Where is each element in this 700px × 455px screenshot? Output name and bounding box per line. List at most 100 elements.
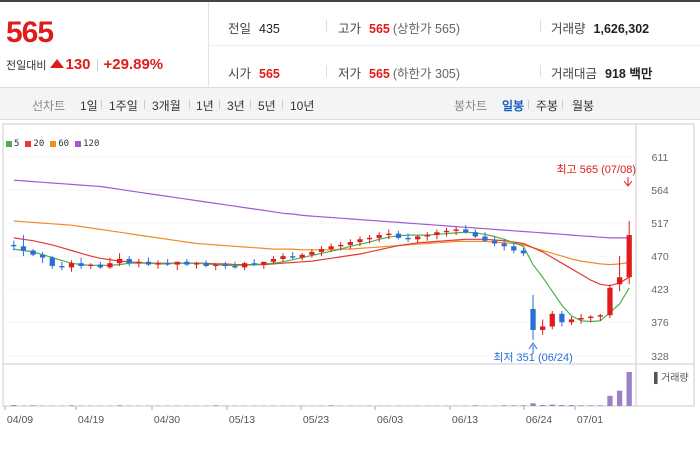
period-5y[interactable]: 5년	[258, 97, 276, 114]
candle-body	[530, 309, 535, 330]
candle-body	[550, 314, 555, 327]
candle-body	[223, 265, 228, 266]
candle-body	[232, 266, 237, 267]
volume-bar	[559, 405, 564, 406]
candle-body	[396, 234, 401, 238]
candle-body	[50, 258, 55, 266]
legend-label: 60	[58, 139, 69, 149]
volume-bar	[627, 372, 632, 406]
candle-body	[271, 259, 276, 262]
volume-bar	[117, 405, 122, 406]
candle-chart-label: 봉차트	[454, 97, 487, 114]
divider	[528, 100, 529, 109]
x-tick-label: 04/30	[154, 414, 180, 426]
volume-bar	[30, 405, 35, 406]
period-1w[interactable]: 1주일	[109, 97, 138, 114]
candle-body	[98, 265, 103, 268]
candle-body	[300, 255, 305, 258]
candle-body	[69, 263, 74, 267]
candle-body	[482, 236, 487, 240]
candle-body	[252, 263, 257, 264]
period-3m[interactable]: 3개월	[152, 97, 181, 114]
candle-weekly[interactable]: 주봉	[536, 97, 558, 114]
volume-bar	[598, 405, 603, 406]
candle-body	[155, 263, 160, 264]
candle-body	[578, 318, 583, 319]
candle-body	[348, 242, 353, 245]
period-1y[interactable]: 1년	[196, 97, 214, 114]
legend-swatch	[50, 141, 56, 147]
candle-body	[40, 255, 45, 258]
volume-bar	[550, 405, 555, 406]
period-1d[interactable]: 1일	[80, 97, 98, 114]
ma20-line	[14, 238, 629, 286]
volume-bar	[569, 405, 574, 406]
candle-body	[357, 239, 362, 242]
divider	[326, 20, 327, 32]
candle-body	[377, 235, 382, 238]
divider	[282, 100, 283, 109]
candle-body	[242, 263, 247, 267]
x-tick-label: 04/09	[7, 414, 33, 426]
candle-daily[interactable]: 일봉	[502, 97, 524, 114]
up-arrow-icon	[50, 59, 64, 68]
x-tick-label: 05/13	[229, 414, 255, 426]
volume-bar	[511, 405, 516, 406]
volume-legend-label: ▌거래량	[654, 371, 689, 385]
high-arrow-icon	[624, 177, 632, 186]
period-3y[interactable]: 3년	[227, 97, 245, 114]
volume-bar	[473, 405, 478, 406]
y-tick-label: 423	[651, 284, 669, 296]
candle-body	[78, 263, 83, 266]
current-price: 565	[6, 16, 53, 50]
high-value: 565	[369, 22, 390, 36]
volume-value: 1,626,302	[594, 22, 650, 36]
change-row: 전일대비 130 +29.89%	[6, 56, 163, 73]
period-10y[interactable]: 10년	[290, 97, 314, 114]
divider	[326, 65, 327, 77]
divider	[540, 20, 541, 32]
legend-label: 5	[14, 139, 19, 149]
legend-swatch	[6, 141, 12, 147]
low-label: 저가	[338, 67, 361, 81]
change-value: 130	[65, 56, 90, 73]
legend-label: 120	[83, 139, 99, 149]
candle-body	[617, 277, 622, 284]
volume-bar	[588, 405, 593, 406]
candle-body	[213, 265, 218, 266]
volume-bar	[521, 405, 526, 406]
candle-monthly[interactable]: 월봉	[572, 97, 594, 114]
candle-body	[175, 262, 180, 265]
candle-body	[569, 319, 574, 322]
candle-body	[425, 235, 430, 236]
price-box: 565 전일대비 130 +29.89%	[0, 2, 209, 88]
candle-body	[11, 245, 16, 246]
candle-body	[146, 262, 151, 265]
candle-body	[127, 259, 132, 263]
lower-limit: (하한가 305)	[393, 67, 460, 81]
change-percent: +29.89%	[104, 56, 164, 73]
y-tick-label: 376	[651, 317, 669, 329]
divider	[189, 100, 190, 109]
candle-body	[338, 245, 343, 246]
candle-body	[88, 265, 93, 266]
candle-body	[502, 243, 507, 246]
legend-ma20: 20	[25, 139, 44, 149]
divider	[219, 100, 220, 109]
candle-body	[521, 251, 526, 254]
candle-body	[607, 288, 612, 315]
candle-body	[627, 235, 632, 277]
volume-bar	[328, 405, 333, 406]
legend-swatch	[75, 141, 81, 147]
line-chart-label: 선차트	[32, 97, 65, 114]
y-tick-label: 564	[651, 185, 669, 197]
x-tick-label: 07/01	[577, 414, 603, 426]
legend-ma5: 5	[6, 139, 19, 149]
x-tick-label: 06/24	[526, 414, 552, 426]
y-tick-label: 470	[651, 251, 669, 263]
